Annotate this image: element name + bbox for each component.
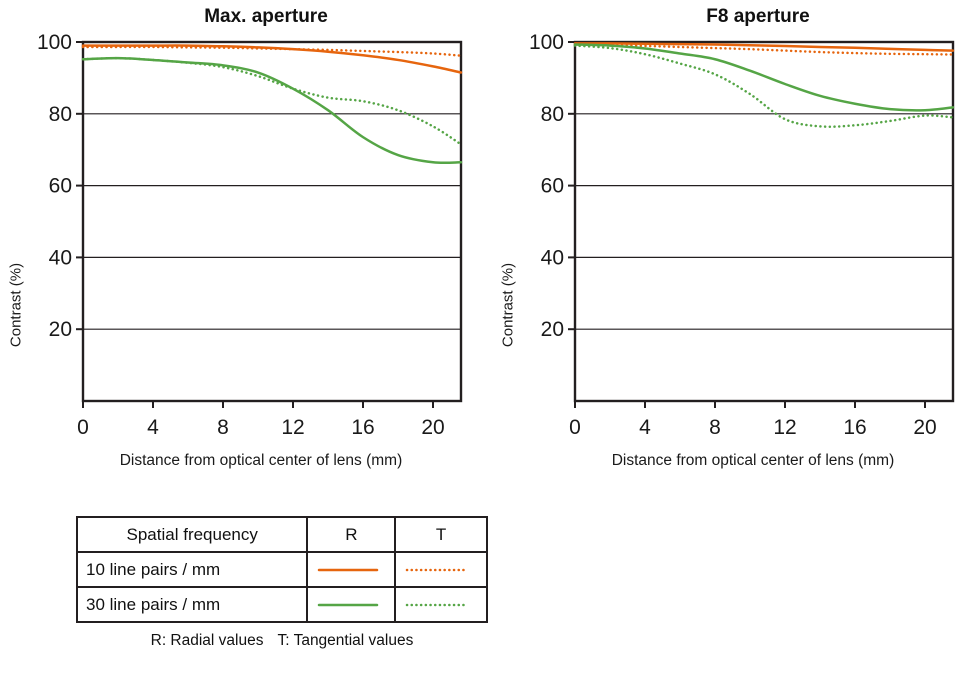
line-sample-30lp-dotted-icon <box>406 603 467 606</box>
svg-text:12: 12 <box>773 416 796 439</box>
svg-text:16: 16 <box>843 416 866 439</box>
svg-text:0: 0 <box>77 416 89 439</box>
y-axis-label-wrap: Contrast (%) <box>496 34 520 444</box>
legend-table: Spatial frequency R T 10 line pairs / mm… <box>75 516 488 623</box>
svg-text:20: 20 <box>421 416 444 439</box>
legend-header-spatial-frequency: Spatial frequency <box>75 516 309 553</box>
svg-text:8: 8 <box>217 416 229 439</box>
x-axis-label: Distance from optical center of lens (mm… <box>611 452 895 469</box>
svg-text:20: 20 <box>49 318 72 341</box>
charts-row: Max. aperture Contrast (%) 0 4 8 12 16 20 20 40… <box>4 4 968 470</box>
chart-max-aperture: Max. aperture Contrast (%) 0 4 8 12 16 20 20 40… <box>4 4 468 470</box>
mtf-plot-f8-aperture: 0 4 8 12 16 20 20 40 60 80 100 <box>529 34 955 439</box>
legend-row-label: 30 line pairs / mm <box>75 586 309 623</box>
mtf-chart-page: Max. aperture Contrast (%) 0 4 8 12 16 20 20 40… <box>4 4 968 650</box>
legend-header-tangential: T <box>394 516 488 553</box>
line-sample-30lp-solid-icon <box>318 603 379 606</box>
legend-row-label: 10 line pairs / mm <box>75 551 309 588</box>
svg-text:4: 4 <box>639 416 651 439</box>
svg-text:100: 100 <box>37 34 72 54</box>
y-axis-label-wrap: Contrast (%) <box>4 34 28 444</box>
chart-title-f8-aperture: F8 aperture <box>706 6 810 27</box>
svg-text:16: 16 <box>351 416 374 439</box>
chart-body: Contrast (%) 0 4 8 12 16 20 20 40 60 80 100 <box>4 34 468 444</box>
chart-body: Contrast (%) 0 4 8 12 16 20 20 40 60 80 100 <box>496 34 960 444</box>
legend-header-row: Spatial frequency R T <box>75 516 488 553</box>
svg-text:80: 80 <box>541 103 564 126</box>
svg-text:0: 0 <box>569 416 581 439</box>
caption-radial: R: Radial values <box>150 632 264 649</box>
legend-block: Spatial frequency R T 10 line pairs / mm… <box>75 516 488 650</box>
chart-f8-aperture: F8 aperture Contrast (%) 0 4 8 12 16 20 20 40 60… <box>496 4 960 470</box>
caption-tangential: T: Tangential values <box>277 632 414 649</box>
svg-text:40: 40 <box>541 246 564 269</box>
svg-text:12: 12 <box>281 416 304 439</box>
svg-text:20: 20 <box>913 416 936 439</box>
y-axis-label: Contrast (%) <box>7 262 25 347</box>
svg-text:60: 60 <box>49 175 72 198</box>
legend-header-radial: R <box>306 516 397 553</box>
svg-text:40: 40 <box>49 246 72 269</box>
chart-title-max-aperture: Max. aperture <box>204 6 328 27</box>
svg-text:60: 60 <box>541 175 564 198</box>
y-axis-label: Contrast (%) <box>499 262 517 347</box>
line-sample-10lp-solid-icon <box>318 568 379 571</box>
legend-caption: R: Radial values T: Tangential values <box>76 632 488 650</box>
svg-text:8: 8 <box>709 416 721 439</box>
line-sample-10lp-dotted-icon <box>406 568 467 571</box>
svg-text:4: 4 <box>147 416 159 439</box>
x-axis-label: Distance from optical center of lens (mm… <box>119 452 403 469</box>
mtf-plot-max-aperture: 0 4 8 12 16 20 20 40 60 80 100 <box>37 34 463 439</box>
legend-row-10lp: 10 line pairs / mm <box>75 551 488 588</box>
legend-row-30lp: 30 line pairs / mm <box>75 586 488 623</box>
svg-text:80: 80 <box>49 103 72 126</box>
svg-text:20: 20 <box>541 318 564 341</box>
svg-text:100: 100 <box>529 34 564 54</box>
